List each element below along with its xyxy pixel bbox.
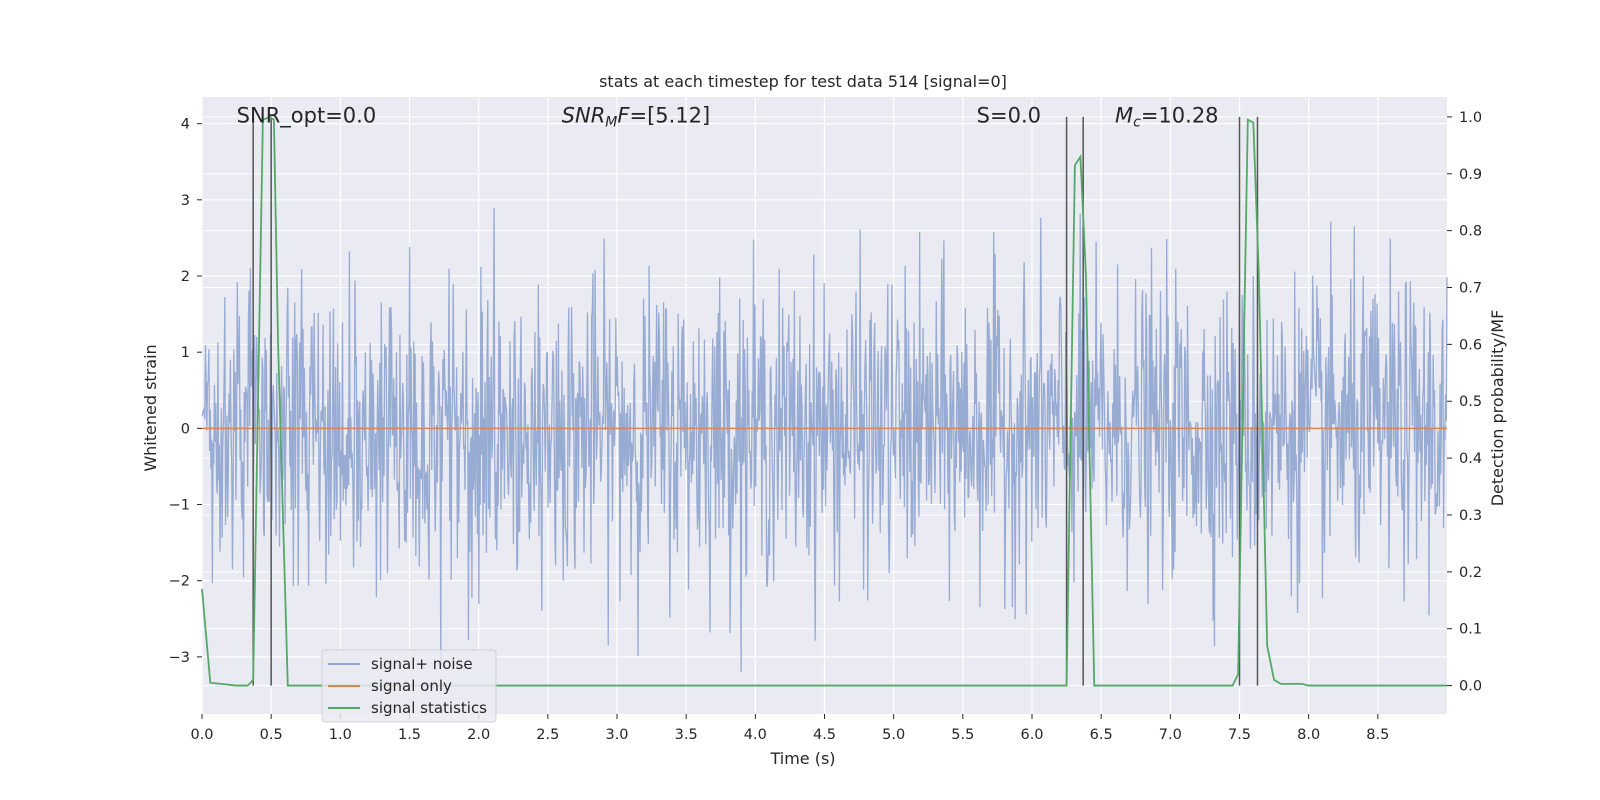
y-left-tick-label: 2 [181,269,190,285]
y-right-tick-label: 0.9 [1459,167,1482,183]
y-right-tick-label: 0.8 [1459,224,1482,240]
series-signal-statistics [201,115,1447,687]
x-tick-label: 5.0 [882,727,905,743]
y-axis-label-right: Detection probability/MF [1488,310,1507,507]
y-left-tick-label: −2 [169,574,190,590]
annotations: SNR_opt=0.0 SNRMF=[5.12] S=0.0 Mc=10.28 [237,104,1219,131]
x-tick-label: 2.5 [536,727,559,743]
x-axis-label: Time (s) [769,749,835,768]
x-tick-label: 4.0 [744,727,767,743]
annotation-1: SNRMF=[5.12] [562,104,711,131]
x-tick-label: 4.5 [813,727,836,743]
y-left-tick-label: 3 [181,193,190,209]
y-right-tick-label: 0.1 [1459,622,1482,638]
axis-ticks: 0.0 0.5 1.0 1.5 2.0 2.5 3.0 3.5 4.0 4.5 5.0 5.5 6.0 6… [169,110,1482,743]
y-right-tick-label: 0.5 [1459,394,1482,410]
chart-title: stats at each timestep for test data 514… [599,72,1007,91]
y-right-tick-label: 0.3 [1459,508,1482,524]
y-left-tick-label: 4 [181,117,190,133]
x-tick-label: 2.0 [467,727,490,743]
x-tick-label: 0.0 [190,727,213,743]
x-tick-label: 3.5 [675,727,698,743]
x-tick-label: 7.0 [1159,727,1182,743]
y-right-tick-label: 0.4 [1459,451,1482,467]
y-right-tick-label: 0.6 [1459,337,1482,353]
x-tick-label: 8.0 [1297,727,1320,743]
legend-label-signal-only: signal only [371,677,452,695]
x-tick-label: 8.5 [1366,727,1389,743]
x-tick-label: 1.0 [329,727,352,743]
x-tick-label: 5.5 [951,727,974,743]
y-right-tick-label: 0.7 [1459,281,1482,297]
x-tick-label: 0.5 [260,727,283,743]
x-tick-label: 3.0 [605,727,628,743]
legend-label-signal-statistics: signal statistics [371,699,487,717]
x-tick-label: 7.5 [1228,727,1251,743]
x-tick-label: 1.5 [398,727,421,743]
y-left-tick-label: −3 [169,650,190,666]
y-left-tick-label: −1 [169,498,190,514]
legend-box [321,649,497,723]
annotation-3: Mc=10.28 [1115,104,1219,131]
annotation-0: SNR_opt=0.0 [237,104,377,129]
signal-statistics-line [201,115,1447,687]
legend: signal+ noise signal only signal statist… [321,649,497,723]
y-axis-label-left: Whitened strain [141,344,160,471]
legend-label-signal-plus-noise: signal+ noise [371,655,473,673]
y-right-tick-label: 0.2 [1459,565,1482,581]
x-tick-label: 6.5 [1090,727,1113,743]
y-left-tick-label: 1 [181,345,190,361]
y-left-tick-label: 0 [181,421,190,437]
y-right-tick-label: 1.0 [1459,110,1482,126]
x-tick-label: 6.0 [1020,727,1043,743]
y-right-tick-label: 0.0 [1459,679,1482,695]
annotation-2: S=0.0 [977,104,1041,128]
